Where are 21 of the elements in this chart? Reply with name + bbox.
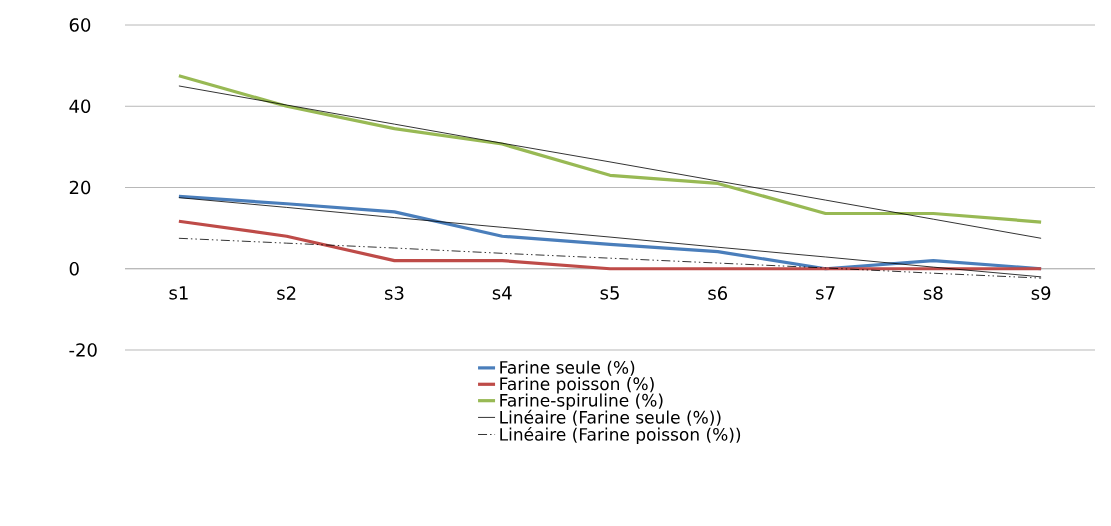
x-tick-label: s7 <box>816 286 835 300</box>
y-tick-label: 0 <box>69 261 79 276</box>
legend-label: Linéaire (Farine poisson (%)) <box>500 426 741 445</box>
x-tick-label: s4 <box>492 286 512 300</box>
y-tick-label: -20 <box>69 343 97 357</box>
line-series <box>178 85 1042 239</box>
legend-label: Linéaire (Farine seule (%)) <box>500 409 721 426</box>
y-tick-label: 20 <box>69 180 91 195</box>
legend-label: Farine poisson (%) <box>500 377 654 394</box>
x-tick-label: s9 <box>1031 286 1051 300</box>
legend-label: Farine-spiruline (%) <box>500 393 663 410</box>
y-tick-label: 60 <box>69 18 91 32</box>
x-tick-label: s3 <box>385 286 404 300</box>
y-tick-label: 40 <box>69 99 91 114</box>
line-series <box>177 74 1043 224</box>
x-tick-label: s6 <box>708 286 728 300</box>
x-tick-label: s8 <box>923 286 943 300</box>
x-tick-label: s1 <box>169 286 188 300</box>
x-tick-label: s2 <box>277 286 296 300</box>
x-tick-label: s5 <box>600 286 619 300</box>
legend-label: Farine seule (%) <box>500 360 635 376</box>
